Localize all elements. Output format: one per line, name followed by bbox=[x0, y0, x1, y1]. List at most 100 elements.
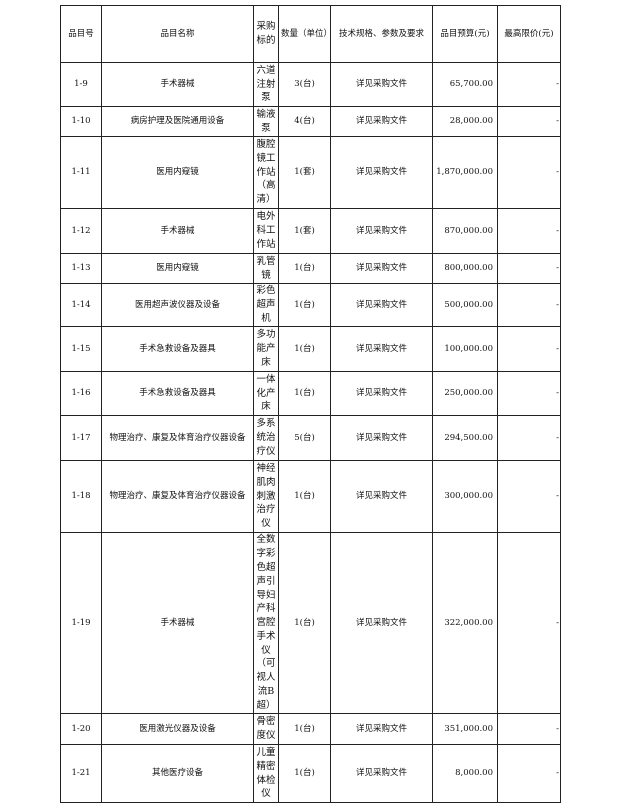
item-no-cell: 1-9 bbox=[60, 62, 102, 107]
item-name-cell: 手术器械 bbox=[101, 208, 254, 254]
item-no-cell: 1-14 bbox=[60, 283, 102, 327]
budget-cell: 300,000.00 bbox=[432, 460, 498, 533]
target-cell: 儿童精密体检仪 bbox=[253, 744, 279, 803]
spec-cell: 详见采购文件 bbox=[330, 371, 433, 416]
table-row: 1-14 医用超声波仪器及设备 彩色超声机 1(台) 详见采购文件 500,000.00- bbox=[60, 283, 561, 327]
table-row: 1-15 手术急救设备及器具 多功能产床 1(台) 详见采购文件 100,000.00- bbox=[60, 326, 561, 372]
max-price-cell: - bbox=[497, 532, 561, 714]
table-row: 1-10 病房护理及医院通用设备 输液泵 4(台) 详见采购文件 28,000.00- bbox=[60, 106, 561, 137]
target-cell: 电外科工作站 bbox=[253, 208, 279, 254]
table-row: 1-18 物理治疗、康复及体育治疗仪器设备 神经肌肉刺激治疗仪 1(台) 详见采购文件 3… bbox=[60, 460, 561, 533]
item-name-cell: 手术急救设备及器具 bbox=[101, 371, 254, 416]
table-row: 1-19 手术器械 全数字彩色超声引导妇产科宫腔手术仪（可视人流B超） 1(台) 详见采… bbox=[60, 532, 561, 714]
spec-cell: 详见采购文件 bbox=[330, 713, 433, 745]
budget-cell: 250,000.00 bbox=[432, 371, 498, 416]
table-header-row: 品目号 品目名称 采购标的 数量（单位） 技术规格、参数及要求 品目预算(元) … bbox=[60, 5, 561, 63]
item-name-cell: 其他医疗设备 bbox=[101, 744, 254, 803]
budget-cell: 351,000.00 bbox=[432, 713, 498, 745]
max-price-cell: - bbox=[497, 136, 561, 209]
budget-cell: 100,000.00 bbox=[432, 326, 498, 372]
quantity-cell: 1(台) bbox=[278, 326, 331, 372]
spec-cell: 详见采购文件 bbox=[330, 62, 433, 107]
spec-cell: 详见采购文件 bbox=[330, 326, 433, 372]
table-row: 1-17 物理治疗、康复及体育治疗仪器设备 多系统治疗仪 5(台) 详见采购文件 294,… bbox=[60, 415, 561, 461]
spec-cell: 详见采购文件 bbox=[330, 253, 433, 284]
table-row: 1-16 手术急救设备及器具 一体化产床 1(台) 详见采购文件 250,000.00- bbox=[60, 371, 561, 416]
target-cell: 乳管镜 bbox=[253, 253, 279, 284]
budget-cell: 294,500.00 bbox=[432, 415, 498, 461]
target-cell: 六道注射泵 bbox=[253, 62, 279, 107]
target-cell: 全数字彩色超声引导妇产科宫腔手术仪（可视人流B超） bbox=[253, 532, 279, 714]
budget-cell: 65,700.00 bbox=[432, 62, 498, 107]
quantity-cell: 3(台) bbox=[278, 62, 331, 107]
table-row: 1-9 手术器械 六道注射泵 3(台) 详见采购文件 65,700.00- bbox=[60, 62, 561, 107]
budget-cell: 870,000.00 bbox=[432, 208, 498, 254]
header-item-no: 品目号 bbox=[60, 5, 102, 63]
item-no-cell: 1-10 bbox=[60, 106, 102, 137]
item-name-cell: 手术急救设备及器具 bbox=[101, 326, 254, 372]
item-no-cell: 1-18 bbox=[60, 460, 102, 533]
spec-cell: 详见采购文件 bbox=[330, 744, 433, 803]
item-name-cell: 手术器械 bbox=[101, 62, 254, 107]
item-name-cell: 物理治疗、康复及体育治疗仪器设备 bbox=[101, 460, 254, 533]
max-price-cell: - bbox=[497, 371, 561, 416]
item-name-cell: 医用内窥镜 bbox=[101, 253, 254, 284]
table-row: 1-12 手术器械 电外科工作站 1(套) 详见采购文件 870,000.00- bbox=[60, 208, 561, 254]
max-price-cell: - bbox=[497, 106, 561, 137]
header-item-name: 品目名称 bbox=[101, 5, 254, 63]
target-cell: 骨密度仪 bbox=[253, 713, 279, 745]
header-target: 采购标的 bbox=[253, 5, 279, 63]
table-row: 1-11 医用内窥镜 腹腔镜工作站（高清） 1(套) 详见采购文件 1,870,000.0… bbox=[60, 136, 561, 209]
max-price-cell: - bbox=[497, 62, 561, 107]
item-name-cell: 医用内窥镜 bbox=[101, 136, 254, 209]
quantity-cell: 1(套) bbox=[278, 136, 331, 209]
item-no-cell: 1-16 bbox=[60, 371, 102, 416]
item-name-cell: 医用超声波仪器及设备 bbox=[101, 283, 254, 327]
budget-cell: 1,870,000.00 bbox=[432, 136, 498, 209]
quantity-cell: 1(台) bbox=[278, 371, 331, 416]
max-price-cell: - bbox=[497, 713, 561, 745]
max-price-cell: - bbox=[497, 208, 561, 254]
target-cell: 多功能产床 bbox=[253, 326, 279, 372]
max-price-cell: - bbox=[497, 460, 561, 533]
max-price-cell: - bbox=[497, 415, 561, 461]
spec-cell: 详见采购文件 bbox=[330, 415, 433, 461]
quantity-cell: 1(台) bbox=[278, 253, 331, 284]
spec-cell: 详见采购文件 bbox=[330, 283, 433, 327]
item-no-cell: 1-20 bbox=[60, 713, 102, 745]
item-no-cell: 1-12 bbox=[60, 208, 102, 254]
max-price-cell: - bbox=[497, 253, 561, 284]
max-price-cell: - bbox=[497, 326, 561, 372]
item-name-cell: 医用激光仪器及设备 bbox=[101, 713, 254, 745]
item-name-cell: 手术器械 bbox=[101, 532, 254, 714]
target-cell: 一体化产床 bbox=[253, 371, 279, 416]
quantity-cell: 5(台) bbox=[278, 415, 331, 461]
item-no-cell: 1-13 bbox=[60, 253, 102, 284]
table-row: 1-20 医用激光仪器及设备 骨密度仪 1(台) 详见采购文件 351,000.00- bbox=[60, 713, 561, 745]
budget-cell: 800,000.00 bbox=[432, 253, 498, 284]
quantity-cell: 4(台) bbox=[278, 106, 331, 137]
spec-cell: 详见采购文件 bbox=[330, 532, 433, 714]
target-cell: 神经肌肉刺激治疗仪 bbox=[253, 460, 279, 533]
item-no-cell: 1-21 bbox=[60, 744, 102, 803]
max-price-cell: - bbox=[497, 283, 561, 327]
item-no-cell: 1-11 bbox=[60, 136, 102, 209]
header-quantity: 数量（单位） bbox=[278, 5, 331, 63]
item-no-cell: 1-15 bbox=[60, 326, 102, 372]
procurement-items-table: 品目号 品目名称 采购标的 数量（单位） 技术规格、参数及要求 品目预算(元) … bbox=[60, 5, 561, 803]
item-no-cell: 1-17 bbox=[60, 415, 102, 461]
spec-cell: 详见采购文件 bbox=[330, 136, 433, 209]
spec-cell: 详见采购文件 bbox=[330, 208, 433, 254]
target-cell: 彩色超声机 bbox=[253, 283, 279, 327]
budget-cell: 8,000.00 bbox=[432, 744, 498, 803]
budget-cell: 322,000.00 bbox=[432, 532, 498, 714]
target-cell: 多系统治疗仪 bbox=[253, 415, 279, 461]
spec-cell: 详见采购文件 bbox=[330, 106, 433, 137]
spec-cell: 详见采购文件 bbox=[330, 460, 433, 533]
quantity-cell: 1(台) bbox=[278, 283, 331, 327]
header-spec: 技术规格、参数及要求 bbox=[330, 5, 433, 63]
item-name-cell: 物理治疗、康复及体育治疗仪器设备 bbox=[101, 415, 254, 461]
table-row: 1-13 医用内窥镜 乳管镜 1(台) 详见采购文件 800,000.00- bbox=[60, 253, 561, 284]
header-budget: 品目预算(元) bbox=[432, 5, 498, 63]
quantity-cell: 1(台) bbox=[278, 744, 331, 803]
